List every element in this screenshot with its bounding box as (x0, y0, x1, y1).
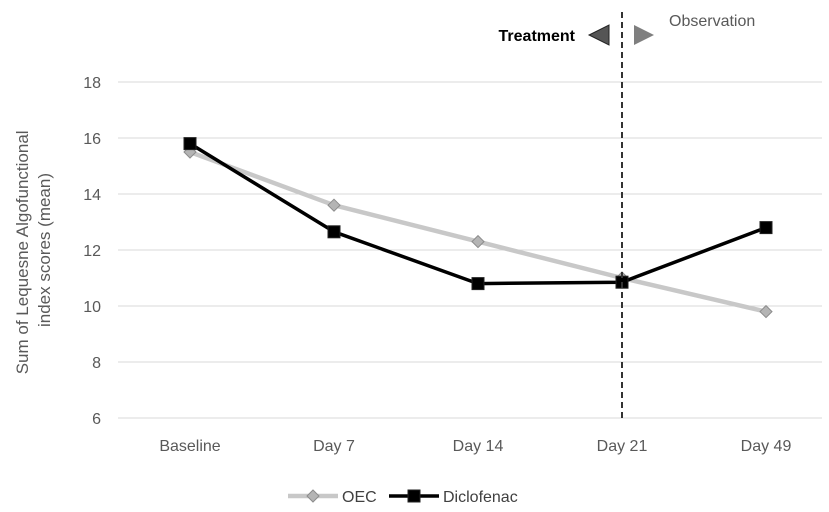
legend-swatch-marker (407, 489, 421, 503)
series-oec (183, 145, 773, 319)
treatment-arrow-icon (587, 24, 610, 46)
x-tick-label-1: Day 7 (313, 438, 355, 455)
y-tick-label-14: 14 (83, 187, 101, 204)
point-oec-4 (759, 304, 773, 319)
observation-label: Observation (669, 13, 755, 30)
legend-label-diclofenac: Diclofenac (443, 489, 518, 506)
point-diclofenac-2 (471, 277, 485, 291)
point-diclofenac-4 (759, 221, 773, 235)
x-axis-ticks: Baseline Day 7 Day 14 Day 21 Day 49 (159, 438, 791, 455)
x-tick-label-4: Day 49 (741, 438, 792, 455)
point-oec-1 (327, 198, 341, 212)
observation-arrow-icon (634, 25, 654, 45)
y-tick-label-12: 12 (83, 243, 101, 260)
y-tick-label-18: 18 (83, 75, 101, 92)
series-diclofenac (183, 137, 773, 291)
y-axis-label: Sum of Lequesne Algofunctional index sco… (13, 126, 54, 375)
y-tick-label-16: 16 (83, 131, 101, 148)
series-lines (183, 137, 773, 319)
y-tick-label-6: 6 (92, 411, 101, 428)
series-line-diclofenac (189, 142, 767, 286)
treatment-label: Treatment (499, 28, 576, 45)
y-axis-ticks: 6 8 10 12 14 16 18 (83, 75, 101, 428)
legend-item-oec: OEC (288, 489, 377, 506)
y-axis-label-line-2: index scores (mean) (35, 173, 54, 327)
legend-label-oec: OEC (342, 489, 377, 506)
y-tick-label-8: 8 (92, 355, 101, 372)
y-tick-label-10: 10 (83, 299, 101, 316)
x-tick-label-2: Day 14 (453, 438, 504, 455)
legend-swatch-marker (306, 489, 320, 503)
x-tick-label-3: Day 21 (597, 438, 648, 455)
gridlines (118, 81, 822, 419)
legend: OEC Diclofenac (288, 489, 518, 506)
point-oec-2 (471, 234, 485, 249)
y-axis-label-line-1: Sum of Lequesne Algofunctional (13, 130, 32, 374)
legend-item-diclofenac: Diclofenac (389, 489, 518, 506)
point-diclofenac-0 (183, 137, 197, 151)
phase-annotation: Treatment Observation (499, 12, 755, 418)
point-diclofenac-1 (327, 225, 341, 239)
x-tick-label-0: Baseline (159, 438, 220, 455)
